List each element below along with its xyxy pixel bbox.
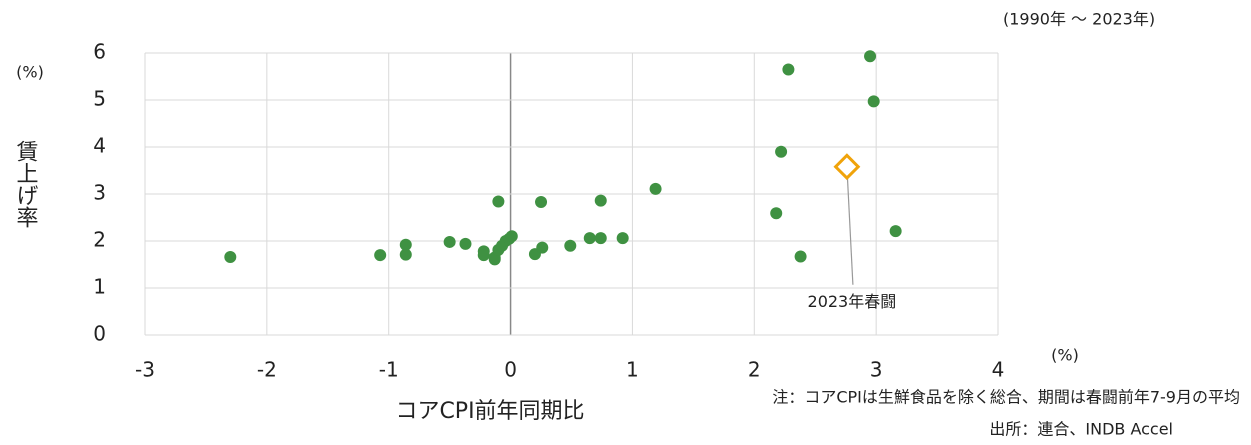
point — [594, 232, 607, 245]
point — [536, 241, 549, 254]
x-unit: (%) — [1051, 346, 1079, 365]
y-tick-label: 2 — [93, 228, 106, 252]
point — [616, 232, 629, 245]
source: 出所：連合、INDB Accel — [989, 420, 1173, 439]
point — [775, 145, 788, 158]
x-tick-label: -1 — [379, 358, 399, 382]
x-tick-label: -3 — [135, 358, 155, 382]
y-tick-label: 6 — [93, 40, 106, 64]
y-tick-label: 4 — [93, 134, 106, 158]
point — [794, 250, 807, 263]
point — [889, 225, 902, 238]
highlight-point — [833, 153, 861, 181]
point — [867, 95, 880, 108]
point — [649, 182, 662, 195]
point — [459, 237, 472, 250]
point — [583, 232, 596, 245]
x-tick-label: -2 — [257, 358, 277, 382]
point — [564, 239, 577, 252]
point — [505, 230, 518, 243]
point — [535, 195, 548, 208]
x-tick-label: 0 — [504, 358, 517, 382]
leader-line — [846, 166, 854, 285]
point — [492, 195, 505, 208]
y-tick-label: 1 — [93, 275, 106, 299]
point — [399, 238, 412, 251]
point — [399, 248, 412, 261]
x-tick-label: 4 — [992, 358, 1005, 382]
point — [374, 249, 387, 262]
x-tick-label: 2 — [748, 358, 761, 382]
period: (1990年 ～ 2023年) — [1003, 10, 1155, 29]
point — [488, 253, 501, 266]
y-tick-label: 5 — [93, 87, 106, 111]
y-tick-label: 0 — [93, 322, 106, 346]
annotation: 2023年春闘 — [808, 292, 897, 311]
note: 注：コアCPIは生鮮食品を除く総合、期間は春闘前年7-9月の平均 — [772, 388, 1240, 407]
y-axis-label: 賃上げ率 — [13, 140, 39, 228]
x-tick-label: 1 — [626, 358, 639, 382]
point — [782, 63, 795, 76]
y-unit: (%) — [16, 63, 44, 82]
x-axis-label: コアCPI前年同期比 — [395, 399, 584, 424]
x-tick-label: 3 — [870, 358, 883, 382]
y-tick-label: 3 — [93, 181, 106, 205]
point — [864, 50, 877, 63]
point — [224, 250, 237, 263]
point — [477, 249, 490, 262]
point — [594, 194, 607, 207]
point — [443, 235, 456, 248]
point — [770, 207, 783, 220]
